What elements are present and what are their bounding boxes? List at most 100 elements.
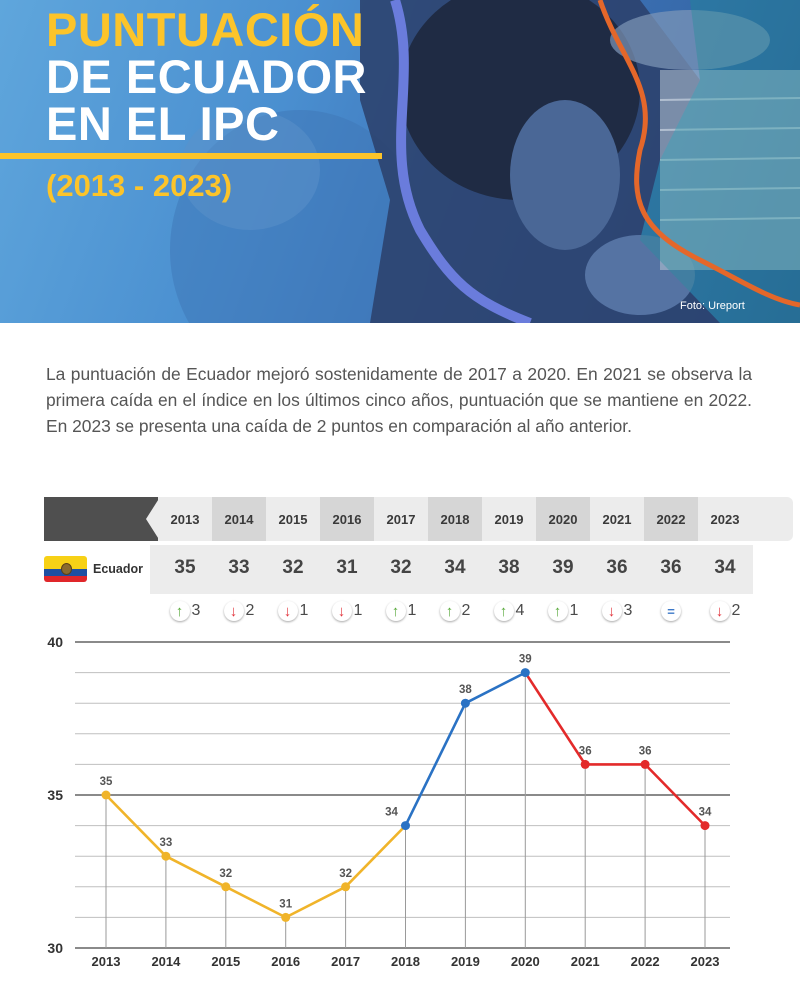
- score-2016: 31: [336, 557, 358, 578]
- score-2013: 35: [174, 557, 196, 578]
- score-2018: 34: [444, 557, 466, 578]
- data-point: [520, 668, 530, 678]
- year-tab-2020: 2020: [536, 497, 590, 541]
- data-label: 32: [219, 868, 232, 880]
- year-header: 2013 2014 2015 2016 2017 2018 2019 2020 2021 2022…: [44, 497, 793, 541]
- x-tick-label: 2020: [511, 954, 540, 969]
- change-2013: ↑ 3: [158, 598, 212, 624]
- change-2022: =: [644, 598, 698, 624]
- year-tab-2015: 2015: [266, 497, 320, 541]
- photo-credit: Foto: Ureport: [680, 300, 745, 312]
- change-2019: ↑ 4: [482, 598, 536, 624]
- x-tick-label: 2018: [391, 954, 420, 969]
- hero-banner: PUNTUACIÓN DE ECUADOR EN EL IPC (2013 - …: [0, 0, 800, 323]
- data-label: 33: [160, 837, 173, 849]
- score-2017: 32: [390, 557, 412, 578]
- series-segment: [464, 671, 527, 705]
- year-tab-2018: 2018: [428, 497, 482, 541]
- title-line-1: PUNTUACIÓN: [46, 3, 365, 56]
- y-tick-label: 35: [47, 787, 63, 803]
- line-chart: 30 35 40 35 33 32 31 32 34 38 39 36 36 34 2013 2014 2015…: [0, 626, 800, 998]
- arrow-up-icon: ↑: [169, 601, 190, 621]
- y-tick-label: 40: [47, 634, 63, 650]
- change-2023: ↓ 2: [698, 598, 752, 624]
- country-row: Ecuador 35 33 32 31 32 34 38 39 36 36 34: [44, 545, 753, 594]
- year-range: (2013 - 2023): [46, 168, 233, 203]
- x-tick-label: 2023: [691, 954, 720, 969]
- x-tick-label: 2022: [631, 954, 660, 969]
- year-tab-2014: 2014: [212, 497, 266, 541]
- title-line-2: DE ECUADOR: [46, 50, 367, 103]
- x-tick-label: 2016: [271, 954, 300, 969]
- arrow-up-icon: ↑: [547, 601, 568, 621]
- change-2016: ↓ 1: [320, 598, 374, 624]
- arrow-up-icon: ↑: [493, 601, 514, 621]
- page-title: PUNTUACIÓN DE ECUADOR EN EL IPC: [46, 6, 367, 147]
- year-tab-2016: 2016: [320, 497, 374, 541]
- x-tick-label: 2017: [331, 954, 360, 969]
- year-tab-2013: 2013: [158, 497, 212, 541]
- data-label: 36: [579, 745, 592, 757]
- arrow-down-icon: ↓: [277, 601, 298, 621]
- data-label: 34: [699, 807, 712, 819]
- arrow-up-icon: ↑: [385, 601, 406, 621]
- year-tab-2019: 2019: [482, 497, 536, 541]
- year-tab-2021: 2021: [590, 497, 644, 541]
- change-value: 3: [191, 602, 201, 619]
- change-2014: ↓ 2: [212, 598, 266, 624]
- series-segment: [284, 885, 347, 919]
- series-segment: [404, 701, 467, 827]
- data-point: [460, 698, 470, 708]
- change-2020: ↑ 1: [536, 598, 590, 624]
- change-value: 2: [461, 602, 471, 619]
- series-segment: [224, 885, 288, 919]
- data-point: [640, 759, 650, 769]
- change-value: 1: [299, 602, 309, 619]
- change-value: 1: [569, 602, 579, 619]
- hero-photo: [170, 0, 800, 323]
- change-value: 4: [515, 602, 525, 619]
- data-label: 31: [279, 898, 292, 910]
- year-tab-2017: 2017: [374, 497, 428, 541]
- header-dark-block: [44, 497, 162, 541]
- ecuador-flag-icon: [44, 556, 87, 582]
- arrow-down-icon: ↓: [601, 601, 622, 621]
- change-2015: ↓ 1: [266, 598, 320, 624]
- data-label: 34: [385, 807, 398, 819]
- data-label: 35: [100, 776, 113, 788]
- score-2014: 33: [228, 557, 250, 578]
- data-point: [161, 851, 171, 861]
- series-segment: [344, 824, 407, 889]
- year-tab-2022: 2022: [644, 497, 698, 541]
- arrow-down-icon: ↓: [223, 601, 244, 621]
- arrow-up-icon: ↑: [439, 601, 460, 621]
- change-2017: ↑ 1: [374, 598, 428, 624]
- title-line-3: EN EL IPC: [46, 97, 280, 150]
- chart-svg: 30 35 40 35 33 32 31 32 34 38 39 36 36 34 2013 2014 2015…: [47, 634, 730, 969]
- change-value: 2: [731, 602, 741, 619]
- change-value: 1: [353, 602, 363, 619]
- changes-row: ↑ 3 ↓ 2 ↓ 1 ↓ 1 ↑ 1 ↑ 2 ↑ 4 ↑ 1 ↓ 3 = ↓ 2: [150, 598, 753, 624]
- change-value: 2: [245, 602, 255, 619]
- data-point: [281, 912, 291, 922]
- arrow-down-icon: ↓: [709, 601, 730, 621]
- x-tick-label: 2021: [571, 954, 600, 969]
- series-segment: [523, 671, 587, 766]
- country-name: Ecuador: [93, 562, 144, 576]
- data-point: [401, 821, 410, 831]
- arrow-down-icon: ↓: [331, 601, 352, 621]
- data-point: [101, 790, 111, 800]
- data-label: 36: [639, 745, 652, 757]
- score-2020: 39: [552, 557, 574, 578]
- data-point: [341, 882, 351, 892]
- data-point: [221, 882, 231, 892]
- country-cell: Ecuador: [44, 545, 148, 594]
- y-tick-label: 30: [47, 940, 63, 956]
- equal-icon: =: [661, 601, 681, 621]
- change-value: 1: [407, 602, 417, 619]
- x-tick-label: 2019: [451, 954, 480, 969]
- score-2021: 36: [606, 557, 628, 578]
- title-underline: [0, 153, 382, 159]
- x-tick-label: 2013: [92, 954, 121, 969]
- data-point: [580, 759, 590, 769]
